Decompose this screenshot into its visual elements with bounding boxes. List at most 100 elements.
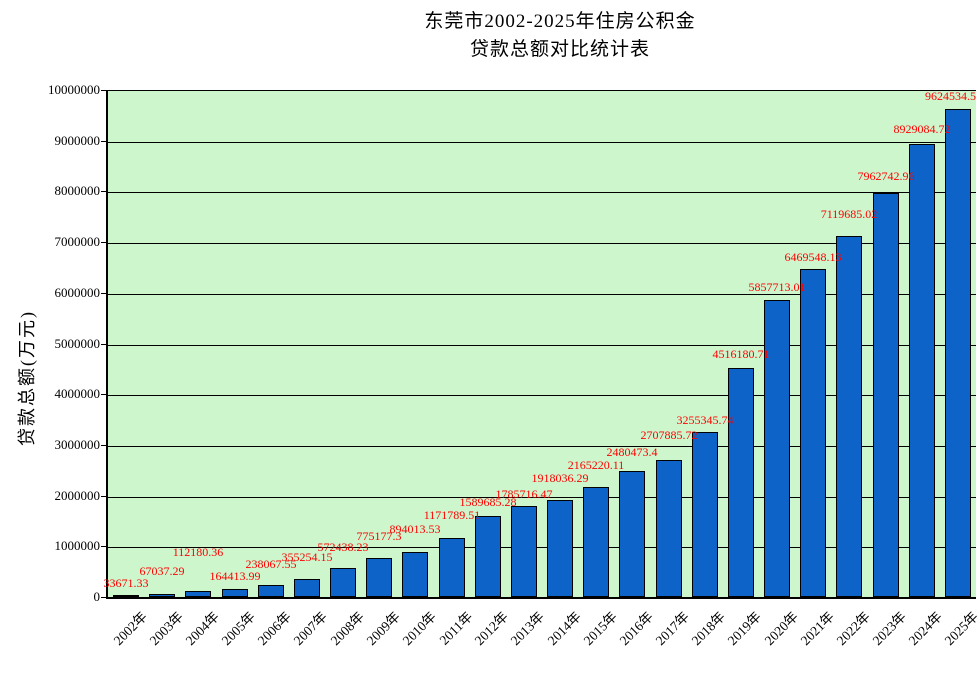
y-tick-label: 5000000	[54, 335, 101, 351]
bar-2017年	[656, 460, 682, 597]
bar-2009年	[366, 558, 392, 597]
bar-value-label-2024年: 8929084.72	[893, 122, 951, 136]
x-tick-label-2005年: 2005年	[218, 608, 259, 649]
bar-2025年	[945, 109, 971, 597]
bar-value-label-2023年: 7962742.96	[857, 169, 915, 183]
bar-value-label-2016年: 2480473.4	[606, 445, 658, 459]
y-axis-title: 贷款总额(万元)	[17, 310, 37, 446]
bar-value-label-2004年: 112180.36	[172, 545, 224, 559]
bar-2016年	[619, 471, 645, 597]
gridline	[108, 496, 976, 498]
bar-value-label-2018年: 3255345.74	[676, 413, 734, 427]
x-tick-label-2009年: 2009年	[363, 608, 403, 649]
y-axis-tick	[101, 242, 107, 244]
x-tick-label-2012年: 2012年	[471, 608, 512, 649]
bar-2020年	[764, 300, 790, 597]
bar-2003年	[149, 594, 175, 597]
bar-value-label-2012年: 1589685.28	[459, 495, 517, 509]
y-axis-tick	[101, 444, 107, 446]
x-tick-label-2004年: 2004年	[182, 608, 222, 649]
y-axis-tick	[101, 90, 107, 91]
gridline	[108, 344, 976, 346]
bar-2021年	[800, 269, 826, 597]
y-tick-label: 4000000	[54, 386, 101, 402]
chart-title: 东莞市2002-2025年住房公积金 贷款总额对比统计表	[150, 8, 970, 64]
x-tick-label-2023年: 2023年	[869, 608, 910, 649]
x-tick-label-2021年: 2021年	[797, 608, 837, 649]
bar-2012年	[475, 516, 501, 597]
y-axis-tick	[101, 495, 107, 497]
x-tick-label-2015年: 2015年	[580, 608, 620, 649]
chart-title-line2: 贷款总额对比统计表	[469, 39, 650, 60]
bar-value-label-2020年: 5857713.01	[748, 280, 806, 294]
bar-2007年	[294, 579, 320, 597]
y-tick-label: 10000000	[48, 82, 100, 97]
x-tick-label-2002年: 2002年	[110, 608, 150, 649]
x-tick-label-2022年: 2022年	[833, 608, 873, 649]
y-tick-label: 1000000	[54, 538, 101, 554]
gridline	[108, 395, 976, 397]
x-tick-label-2017年: 2017年	[652, 608, 693, 649]
chart-title-line1: 东莞市2002-2025年住房公积金	[424, 11, 696, 32]
bar-2023年	[873, 193, 899, 597]
gridline	[108, 293, 976, 295]
bar-value-label-2006年: 238067.55	[245, 557, 297, 571]
gridline	[108, 445, 976, 447]
bar-2024年	[909, 144, 935, 597]
bar-value-label-2013年: 1785716.47	[495, 487, 553, 501]
x-tick-label-2013年: 2013年	[508, 608, 548, 649]
gridline	[108, 192, 976, 194]
bar-value-label-2007年: 355254.15	[281, 550, 333, 564]
bar-2011年	[439, 538, 465, 597]
y-axis-tick	[101, 546, 107, 548]
bar-value-label-2010年: 894013.53	[389, 522, 441, 536]
bar-value-label-2011年: 1171789.51	[423, 508, 481, 522]
bar-2014年	[547, 500, 573, 597]
bar-2002年	[113, 595, 139, 597]
bar-value-label-2014年: 1918036.29	[531, 471, 589, 485]
x-tick-label-2016年: 2016年	[616, 608, 656, 649]
bar-value-label-2019年: 4516180.71	[712, 347, 770, 361]
bar-2019年	[728, 368, 754, 597]
y-tick-label: 3000000	[54, 436, 101, 452]
bar-2005年	[222, 589, 248, 597]
y-tick-label: 6000000	[54, 284, 101, 300]
y-axis-tick	[101, 597, 107, 598]
x-tick-label-2007年: 2007年	[291, 608, 331, 649]
bar-value-label-2008年: 572438.23	[317, 540, 369, 554]
bar-value-label-2002年: 33671.33	[103, 576, 149, 590]
x-tick-label-2020年: 2020年	[761, 608, 801, 649]
bar-2006年	[258, 585, 284, 597]
y-axis-tick	[101, 140, 107, 142]
y-axis-tick	[101, 343, 107, 345]
x-tick-label-2019年: 2019年	[725, 608, 765, 649]
x-tick-label-2011年: 2011年	[436, 608, 476, 648]
x-axis-line	[106, 597, 976, 599]
x-tick-label-2006年: 2006年	[254, 608, 295, 649]
bar-2004年	[185, 591, 211, 597]
bar-2015年	[583, 487, 609, 597]
plot-area	[108, 90, 976, 597]
y-tick-label: 8000000	[54, 183, 101, 199]
bar-2013年	[511, 506, 537, 597]
x-tick-label-2014年: 2014年	[544, 608, 584, 649]
y-tick-label: 7000000	[54, 234, 101, 250]
gridline	[108, 141, 976, 143]
y-tick-label: 2000000	[54, 487, 101, 503]
x-tick-label-2018年: 2018年	[688, 608, 729, 649]
bar-value-label-2009年: 775177.3	[356, 529, 402, 543]
y-tick-label: 9000000	[54, 132, 101, 148]
bar-value-label-2025年: 9624534.5	[925, 89, 976, 103]
x-tick-label-2024年: 2024年	[905, 608, 946, 649]
y-axis-tick	[101, 394, 107, 396]
bar-value-label-2003年: 67037.29	[139, 564, 185, 578]
y-tick-label: 0	[93, 589, 101, 604]
bar-2018年	[692, 432, 718, 597]
bar-2010年	[402, 552, 428, 597]
x-tick-label-2003年: 2003年	[146, 608, 186, 649]
bar-2022年	[836, 236, 862, 597]
x-tick-label-2008年: 2008年	[327, 608, 367, 649]
gridline	[108, 243, 976, 245]
bar-value-label-2017年: 2707885.72	[640, 428, 698, 442]
x-tick-label-2010年: 2010年	[399, 608, 439, 649]
